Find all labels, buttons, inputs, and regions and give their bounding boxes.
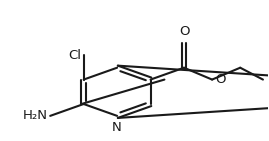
Text: O: O (215, 73, 225, 86)
Text: N: N (112, 121, 122, 134)
Text: H₂N: H₂N (23, 109, 48, 122)
Text: O: O (179, 25, 189, 38)
Text: Cl: Cl (68, 49, 81, 62)
